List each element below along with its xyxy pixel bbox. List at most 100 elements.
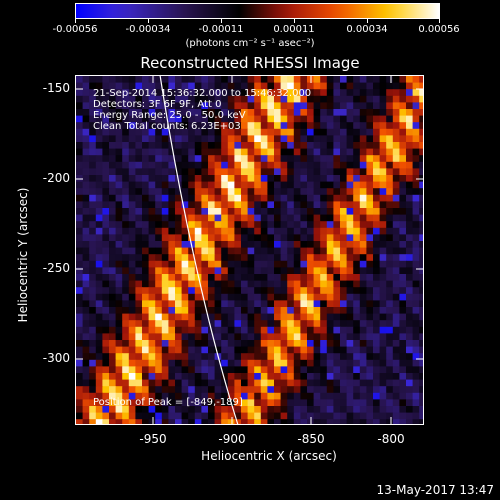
heatmap-cell	[320, 274, 328, 282]
heatmap-cell	[102, 181, 110, 189]
heatmap-cell	[208, 353, 216, 361]
heatmap-cell	[168, 353, 176, 361]
heatmap-cell	[122, 274, 130, 282]
heatmap-cell	[89, 353, 97, 361]
heatmap-cell	[122, 128, 130, 136]
heatmap-cell	[320, 386, 328, 394]
heatmap-cell	[89, 201, 97, 209]
heatmap-cell	[313, 419, 321, 424]
heatmap-cell	[386, 234, 394, 242]
heatmap-cell	[76, 214, 84, 222]
heatmap-cell	[386, 313, 394, 321]
heatmap-cell	[168, 109, 176, 117]
heatmap-cell	[194, 241, 202, 249]
heatmap-cell	[208, 194, 216, 202]
heatmap-cell	[274, 214, 282, 222]
heatmap-cell	[115, 168, 123, 176]
heatmap-cell	[227, 293, 235, 301]
heatmap-cell	[373, 181, 381, 189]
heatmap-cell	[161, 227, 169, 235]
heatmap-cell	[102, 346, 110, 354]
heatmap-cell	[128, 366, 136, 374]
heatmap-cell	[102, 307, 110, 315]
heatmap-cell	[340, 386, 348, 394]
heatmap-cell	[326, 326, 334, 334]
heatmap-cell	[102, 241, 110, 249]
heatmap-cell	[313, 221, 321, 229]
heatmap-cell	[201, 326, 209, 334]
heatmap-cell	[122, 208, 130, 216]
heatmap-cell	[194, 326, 202, 334]
heatmap-cell	[175, 373, 183, 381]
heatmap-cell	[188, 366, 196, 374]
heatmap-cell	[109, 353, 117, 361]
heatmap-cell	[379, 115, 387, 123]
heatmap-cell	[406, 247, 414, 255]
heatmap-cell	[353, 201, 361, 209]
heatmap-cell	[412, 142, 420, 150]
heatmap-cell	[82, 89, 90, 97]
heatmap-cell	[115, 227, 123, 235]
heatmap-cell	[89, 148, 97, 156]
heatmap-cell	[201, 122, 209, 130]
heatmap-cell	[175, 379, 183, 387]
heatmap-cell	[379, 280, 387, 288]
heatmap-cell	[188, 346, 196, 354]
heatmap-cell	[188, 280, 196, 288]
heatmap-cell	[359, 346, 367, 354]
heatmap-cell	[175, 122, 183, 130]
heatmap-cell	[95, 419, 103, 424]
heatmap-cell	[386, 274, 394, 282]
heatmap-cell	[241, 280, 249, 288]
heatmap-cell	[300, 386, 308, 394]
heatmap-cell	[155, 386, 163, 394]
heatmap-cell	[188, 353, 196, 361]
heatmap-cell	[102, 82, 110, 90]
heatmap-cell	[287, 254, 295, 262]
heatmap-cell	[386, 175, 394, 183]
heatmap-cell	[161, 333, 169, 341]
heatmap-cell	[333, 241, 341, 249]
heatmap-cell	[280, 340, 288, 348]
heatmap-cell	[181, 221, 189, 229]
heatmap-cell	[109, 148, 117, 156]
heatmap-cell	[241, 82, 249, 90]
heatmap-cell	[214, 346, 222, 354]
heatmap-cell	[419, 307, 423, 315]
heatmap-cell	[76, 155, 84, 163]
heatmap-cell	[333, 89, 341, 97]
heatmap-cell	[135, 188, 143, 196]
heatmap-cell	[188, 300, 196, 308]
heatmap-cell	[373, 399, 381, 407]
heatmap-cell	[373, 241, 381, 249]
heatmap-cell	[399, 340, 407, 348]
heatmap-cell	[234, 320, 242, 328]
heatmap-cell	[300, 260, 308, 268]
heatmap-cell	[148, 102, 156, 110]
heatmap-cell	[333, 148, 341, 156]
heatmap-cell	[76, 280, 84, 288]
heatmap-cell	[326, 346, 334, 354]
heatmap-cell	[82, 379, 90, 387]
heatmap-cell	[241, 399, 249, 407]
heatmap-cell	[247, 366, 255, 374]
heatmap-cell	[333, 326, 341, 334]
heatmap-cell	[76, 89, 84, 97]
heatmap-cell	[241, 300, 249, 308]
heatmap-cell	[373, 359, 381, 367]
heatmap-cell	[399, 313, 407, 321]
heatmap-cell	[326, 208, 334, 216]
heatmap-cell	[260, 346, 268, 354]
heatmap-cell	[109, 366, 117, 374]
heatmap-cell	[280, 155, 288, 163]
heatmap-cell	[293, 102, 301, 110]
heatmap-cell	[406, 76, 414, 84]
heatmap-cell	[76, 366, 84, 374]
heatmap-cell	[148, 122, 156, 130]
heatmap-cell	[386, 280, 394, 288]
heatmap-cell	[221, 76, 229, 84]
colorbar-label: 0.00056	[418, 24, 460, 35]
heatmap-cell	[188, 89, 196, 97]
heatmap-cell	[135, 82, 143, 90]
heatmap-cell	[201, 412, 209, 420]
